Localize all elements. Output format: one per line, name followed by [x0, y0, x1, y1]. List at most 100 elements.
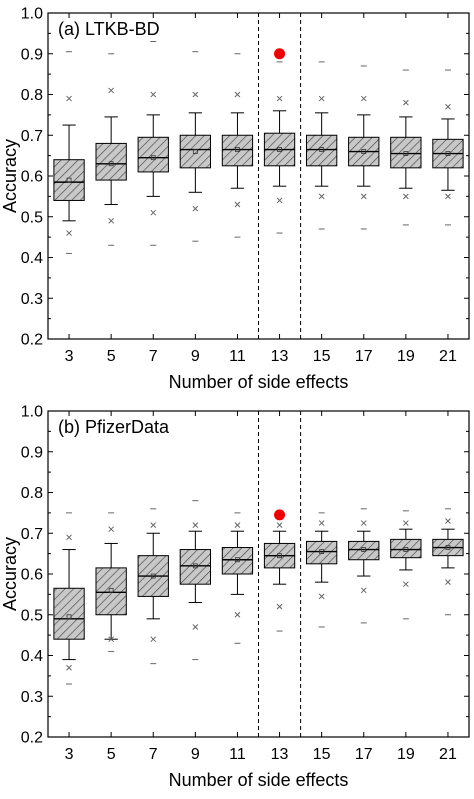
outlier-x [66, 664, 72, 671]
y-axis-title: Accuracy [0, 139, 20, 213]
mean-marker [277, 147, 282, 152]
outlier-x [192, 624, 199, 630]
x-tick-label: 19 [397, 746, 415, 763]
x-tick-label: 13 [271, 348, 289, 365]
y-axis-title: Accuracy [0, 537, 20, 611]
box-body [53, 159, 85, 201]
mean-marker [150, 155, 156, 161]
y-tick-label: 0.4 [21, 250, 43, 267]
box-17 [348, 65, 380, 230]
box-11 [221, 53, 254, 238]
outlier-x [150, 91, 157, 98]
box-body [179, 134, 212, 169]
outlier-x [360, 95, 367, 102]
x-axis-title: Number of side effects [169, 372, 349, 392]
outlier-x [276, 603, 283, 610]
box-body [221, 134, 254, 167]
outlier-x [445, 193, 451, 200]
box-body [221, 547, 254, 575]
y-tick-label: 0.3 [21, 291, 43, 308]
highlight-point [274, 48, 286, 60]
outlier-x [66, 230, 72, 236]
outlier-x [360, 587, 367, 594]
outlier-x [445, 579, 451, 586]
box-body [95, 567, 127, 616]
outlier-x [445, 103, 451, 110]
y-tick-label: 1.0 [21, 404, 43, 421]
outlier-x [234, 201, 241, 208]
box-body [137, 136, 169, 173]
y-tick-label: 0.7 [21, 526, 43, 543]
x-tick-label: 19 [397, 348, 415, 365]
y-tick-label: 0.8 [21, 485, 43, 502]
x-tick-label: 5 [107, 348, 116, 365]
box-13 [263, 61, 296, 234]
box-body [53, 587, 85, 640]
box-9 [179, 51, 212, 242]
y-tick-label: 0.3 [21, 689, 43, 706]
box-body [95, 142, 127, 181]
outlier-x [108, 526, 115, 533]
box-15 [305, 61, 338, 230]
outlier-x [150, 636, 157, 643]
x-tick-label: 9 [191, 746, 200, 763]
outlier-x [318, 193, 325, 200]
mean-marker [192, 149, 198, 154]
panel-pfizerdata: 0.2 0.3 0.4 0.5 0.6 0.7 0.8 0.9 1.0 3 5 7 9 11 13 15 17 1… [0, 404, 470, 790]
box-3 [53, 512, 85, 685]
mean-marker [403, 547, 409, 552]
mean-marker [319, 147, 325, 152]
outlier-x [192, 522, 199, 528]
outlier-x [234, 611, 241, 618]
y-tick-label: 0.4 [21, 648, 43, 665]
mean-marker [235, 557, 240, 563]
panel-title: (a) LTKB-BD [58, 19, 160, 39]
outlier-x [276, 197, 283, 204]
box-body [390, 538, 422, 559]
x-tick-label: 15 [313, 746, 331, 763]
box-17 [348, 508, 380, 624]
mean-marker [66, 177, 72, 183]
x-tick-label: 21 [439, 348, 457, 365]
x-tick-label: 11 [229, 746, 246, 763]
box-7 [137, 508, 169, 665]
y-tick-label: 0.6 [21, 567, 43, 584]
x-axis-title: Number of side effects [169, 770, 349, 790]
outlier-x [66, 534, 72, 541]
x-tick-label: 3 [65, 348, 74, 365]
x-tick-label: 9 [191, 348, 200, 365]
mean-marker [361, 547, 367, 552]
y-tick-label: 0.6 [21, 169, 43, 186]
box-9 [179, 500, 212, 661]
box-11 [221, 512, 254, 644]
outlier-x [402, 99, 409, 106]
outlier-x [445, 518, 451, 524]
outlier-x [318, 95, 325, 102]
outlier-x [108, 636, 115, 643]
box-body [305, 134, 338, 167]
mean-marker [108, 587, 114, 593]
box-21 [432, 508, 464, 616]
box-body [390, 136, 422, 169]
y-tick-label: 0.2 [21, 332, 43, 349]
mean-marker [445, 545, 451, 550]
panel-ltkb-bd: 0.2 0.3 0.4 0.5 0.6 0.7 0.8 0.9 1.0 3 5 7 9 11 13 15 17 1… [0, 6, 470, 392]
x-tick-label: 13 [271, 746, 289, 763]
mean-marker [361, 149, 367, 154]
y-tick-label: 0.5 [21, 209, 43, 226]
y-tick-label: 0.2 [21, 730, 43, 747]
outlier-x [402, 581, 409, 588]
mean-marker [319, 549, 325, 554]
highlight-point [274, 509, 286, 521]
mean-marker [66, 614, 72, 620]
y-tick-label: 0.9 [21, 46, 43, 63]
outlier-x [402, 520, 409, 526]
x-tick-label: 7 [149, 746, 158, 763]
y-tick-label: 0.9 [21, 444, 43, 461]
outlier-x [276, 95, 283, 102]
outlier-x [192, 91, 199, 98]
mean-marker [108, 161, 114, 167]
outlier-x [276, 522, 283, 528]
box-5 [95, 512, 127, 652]
mean-marker [192, 563, 198, 569]
